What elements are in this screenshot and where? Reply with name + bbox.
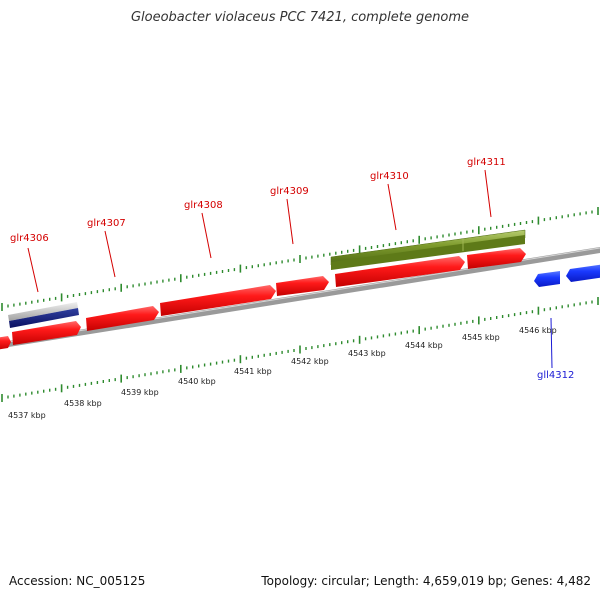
gene-label-glr4311[interactable]: glr4311 [467, 157, 506, 168]
kbp-label: 4537 kbp [8, 411, 46, 420]
forward-gene-arrows [0, 248, 526, 350]
gene-label-gll4312[interactable]: gll4312 [537, 370, 574, 381]
forward-tick-track [1, 207, 599, 311]
gene-arrow-glr4311[interactable] [467, 248, 526, 269]
kbp-label: 4540 kbp [178, 377, 216, 386]
gene-labels: glr4306 glr4307 glr4308 glr4309 glr4310 … [10, 157, 574, 381]
leader-glr4307 [104, 230, 116, 278]
kbp-label: 4538 kbp [64, 399, 102, 408]
leader-glr4308 [201, 212, 212, 259]
accession-text: Accession: NC_005125 [9, 574, 146, 588]
reverse-tick-track [1, 297, 599, 402]
gene-arrow-glr4307[interactable] [86, 306, 159, 331]
rna-feature-bar-lower [331, 235, 525, 270]
kbp-label: 4546 kbp [519, 326, 557, 335]
gene-label-glr4308[interactable]: glr4308 [184, 200, 223, 211]
gene-arrow-glr4308[interactable] [160, 285, 276, 316]
kbp-label: 4543 kbp [348, 349, 386, 358]
gene-arrow-gll4313[interactable] [566, 264, 600, 282]
leader-glr4310 [387, 183, 397, 231]
genome-summary-text: Topology: circular; Length: 4,659,019 bp… [261, 574, 591, 588]
gene-arrow-glr4309[interactable] [276, 276, 329, 296]
kbp-labels: 4537 kbp 4538 kbp 4539 kbp 4540 kbp 4541… [8, 326, 557, 420]
leader-glr4311 [484, 169, 492, 218]
kbp-label: 4545 kbp [462, 333, 500, 342]
gene-arrow-glr4310[interactable] [335, 256, 465, 287]
gene-label-leaders [27, 169, 553, 369]
gene-arrow-glr4305[interactable] [0, 336, 11, 350]
kbp-label: 4541 kbp [234, 367, 272, 376]
kbp-label: 4539 kbp [121, 388, 159, 397]
leader-glr4306 [27, 247, 39, 293]
kbp-label: 4542 kbp [291, 357, 329, 366]
gene-arrow-glr4306[interactable] [12, 321, 81, 345]
gene-arrow-gll4312[interactable] [534, 271, 560, 287]
gene-label-glr4306[interactable]: glr4306 [10, 233, 49, 244]
feature-navy-bar [9, 308, 79, 328]
map-title: Gloeobacter violaceus PCC 7421, complete… [130, 10, 470, 25]
kbp-label: 4544 kbp [405, 341, 443, 350]
feature-grey-bar [8, 302, 78, 321]
leader-glr4309 [286, 198, 294, 245]
leader-gll4312 [550, 317, 553, 369]
gene-label-glr4309[interactable]: glr4309 [270, 186, 309, 197]
gene-label-glr4310[interactable]: glr4310 [370, 171, 409, 182]
reverse-gene-arrows [534, 264, 600, 287]
gene-label-glr4307[interactable]: glr4307 [87, 218, 126, 229]
